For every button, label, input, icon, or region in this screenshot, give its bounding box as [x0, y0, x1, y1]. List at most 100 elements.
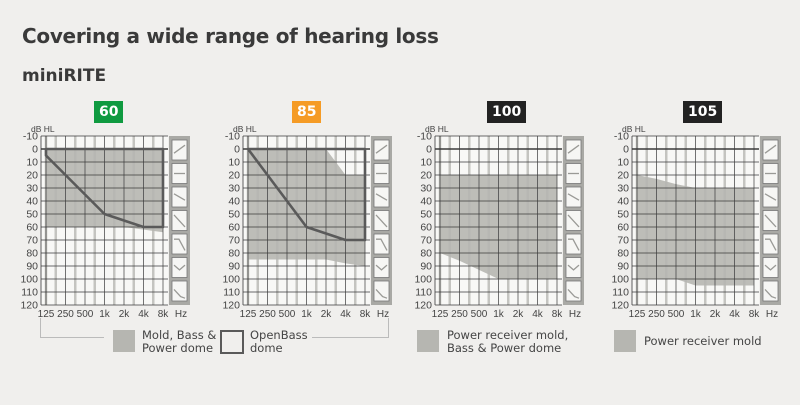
- y-tick-label: 60: [26, 222, 38, 234]
- x-tick-label: 2k: [119, 309, 131, 320]
- cookie-bite-icon: [764, 264, 777, 271]
- legend-label-openbass: OpenBass dome: [250, 328, 308, 355]
- x-tick-label: 8k: [360, 309, 372, 320]
- x-tick-label: 8k: [552, 309, 564, 320]
- ski-slope-icon: [765, 238, 777, 251]
- y-tick-label: 50: [420, 209, 432, 221]
- openbass-range-outline: [44, 147, 165, 229]
- y-tick-label: 120: [222, 300, 240, 312]
- y-tick-label: 50: [228, 209, 240, 221]
- x-axis-unit-label: Hz: [377, 309, 389, 320]
- cookie-bite-icon-box: [565, 257, 582, 278]
- y-tick-label: 30: [617, 183, 629, 195]
- gentle-slope-icon: [567, 193, 580, 201]
- x-axis-unit-label: Hz: [766, 309, 778, 320]
- y-tick-label: 70: [617, 235, 629, 247]
- x-tick-label: 4k: [729, 309, 741, 320]
- steep-slope-icon: [764, 214, 777, 228]
- x-tick-label: 1k: [690, 309, 702, 320]
- x-tick-label: 8k: [749, 309, 761, 320]
- y-tick-label: 110: [223, 287, 240, 299]
- y-tick-label: 110: [21, 287, 38, 299]
- y-tick-label: 90: [26, 261, 38, 273]
- y-tick-label: 80: [228, 248, 240, 260]
- legend-swatch-power-receiver: [614, 330, 636, 352]
- y-tick-label: 30: [228, 183, 240, 195]
- rising-slope-icon: [173, 144, 186, 154]
- x-tick-label: 250: [259, 309, 276, 320]
- y-tick-label: -10: [614, 131, 629, 143]
- y-tick-label: 10: [617, 157, 629, 169]
- steep-slope-icon: [173, 214, 186, 228]
- low-steep-icon-box: [762, 280, 779, 302]
- y-tick-label: 30: [420, 183, 432, 195]
- legend-bracket-right-h: [312, 337, 389, 338]
- ski-slope-icon: [568, 238, 580, 251]
- x-tick-label: 1k: [301, 309, 313, 320]
- y-tick-label: 70: [228, 235, 240, 247]
- x-tick-label: 4k: [138, 309, 150, 320]
- steep-slope-icon: [375, 214, 388, 228]
- ski-slope-icon: [174, 238, 186, 251]
- y-tick-label: 110: [612, 287, 629, 299]
- y-tick-label: 100: [20, 274, 38, 286]
- cookie-bite-icon-box: [762, 257, 779, 278]
- y-tick-label: 60: [617, 222, 629, 234]
- y-tick-label: 80: [420, 248, 432, 260]
- x-tick-label: 250: [57, 309, 74, 320]
- low-steep-icon: [567, 288, 580, 299]
- x-tick-label: 500: [77, 309, 94, 320]
- low-steep-icon-box: [565, 280, 582, 302]
- page-title: Covering a wide range of hearing loss: [22, 24, 439, 48]
- cookie-bite-icon: [173, 264, 186, 271]
- x-tick-label: 500: [471, 309, 488, 320]
- ski-slope-icon-box: [762, 233, 779, 255]
- y-tick-label: 60: [420, 222, 432, 234]
- x-tick-label: 4k: [340, 309, 352, 320]
- x-tick-label: 125: [432, 309, 449, 320]
- y-tick-label: -10: [225, 131, 240, 143]
- y-tick-label: 10: [228, 157, 240, 169]
- badge-60: 60: [94, 101, 124, 123]
- x-tick-label: 125: [38, 309, 55, 320]
- y-tick-label: 100: [414, 274, 432, 286]
- y-tick-label: 0: [623, 144, 629, 156]
- x-tick-label: 250: [648, 309, 665, 320]
- y-tick-label: 0: [426, 144, 432, 156]
- gentle-slope-icon: [375, 193, 388, 201]
- cookie-bite-icon: [375, 264, 388, 271]
- y-tick-label: 50: [617, 209, 629, 221]
- y-tick-label: 70: [420, 235, 432, 247]
- y-tick-label: 0: [32, 144, 38, 156]
- legend-label-power-mold: Power receiver mold, Bass & Power dome: [447, 328, 569, 355]
- y-tick-label: 90: [617, 261, 629, 273]
- y-tick-label: 60: [228, 222, 240, 234]
- y-tick-label: 90: [420, 261, 432, 273]
- steep-slope-icon: [567, 214, 580, 228]
- ski-slope-icon-box: [171, 233, 188, 255]
- cookie-bite-icon-box: [373, 257, 390, 278]
- legend-label-power-receiver: Power receiver mold: [644, 334, 762, 348]
- y-tick-label: 30: [26, 183, 38, 195]
- x-tick-label: 4k: [532, 309, 544, 320]
- y-tick-label: 40: [420, 196, 432, 208]
- y-tick-label: 80: [617, 248, 629, 260]
- gentle-slope-icon: [764, 193, 777, 201]
- badge-85: 85: [292, 101, 322, 123]
- y-tick-label: 10: [26, 157, 38, 169]
- cookie-bite-icon-box: [171, 257, 188, 278]
- low-steep-icon: [375, 288, 388, 299]
- openbass-range-outline: [246, 147, 367, 242]
- x-tick-label: 125: [240, 309, 257, 320]
- ski-slope-icon-box: [565, 233, 582, 255]
- x-tick-label: 2k: [321, 309, 333, 320]
- legend-swatch-openbass: [220, 330, 244, 354]
- badge-100: 100: [487, 101, 527, 123]
- x-tick-label: 2k: [710, 309, 722, 320]
- y-axis-label: dB HL: [622, 124, 646, 134]
- y-tick-label: -10: [417, 131, 432, 143]
